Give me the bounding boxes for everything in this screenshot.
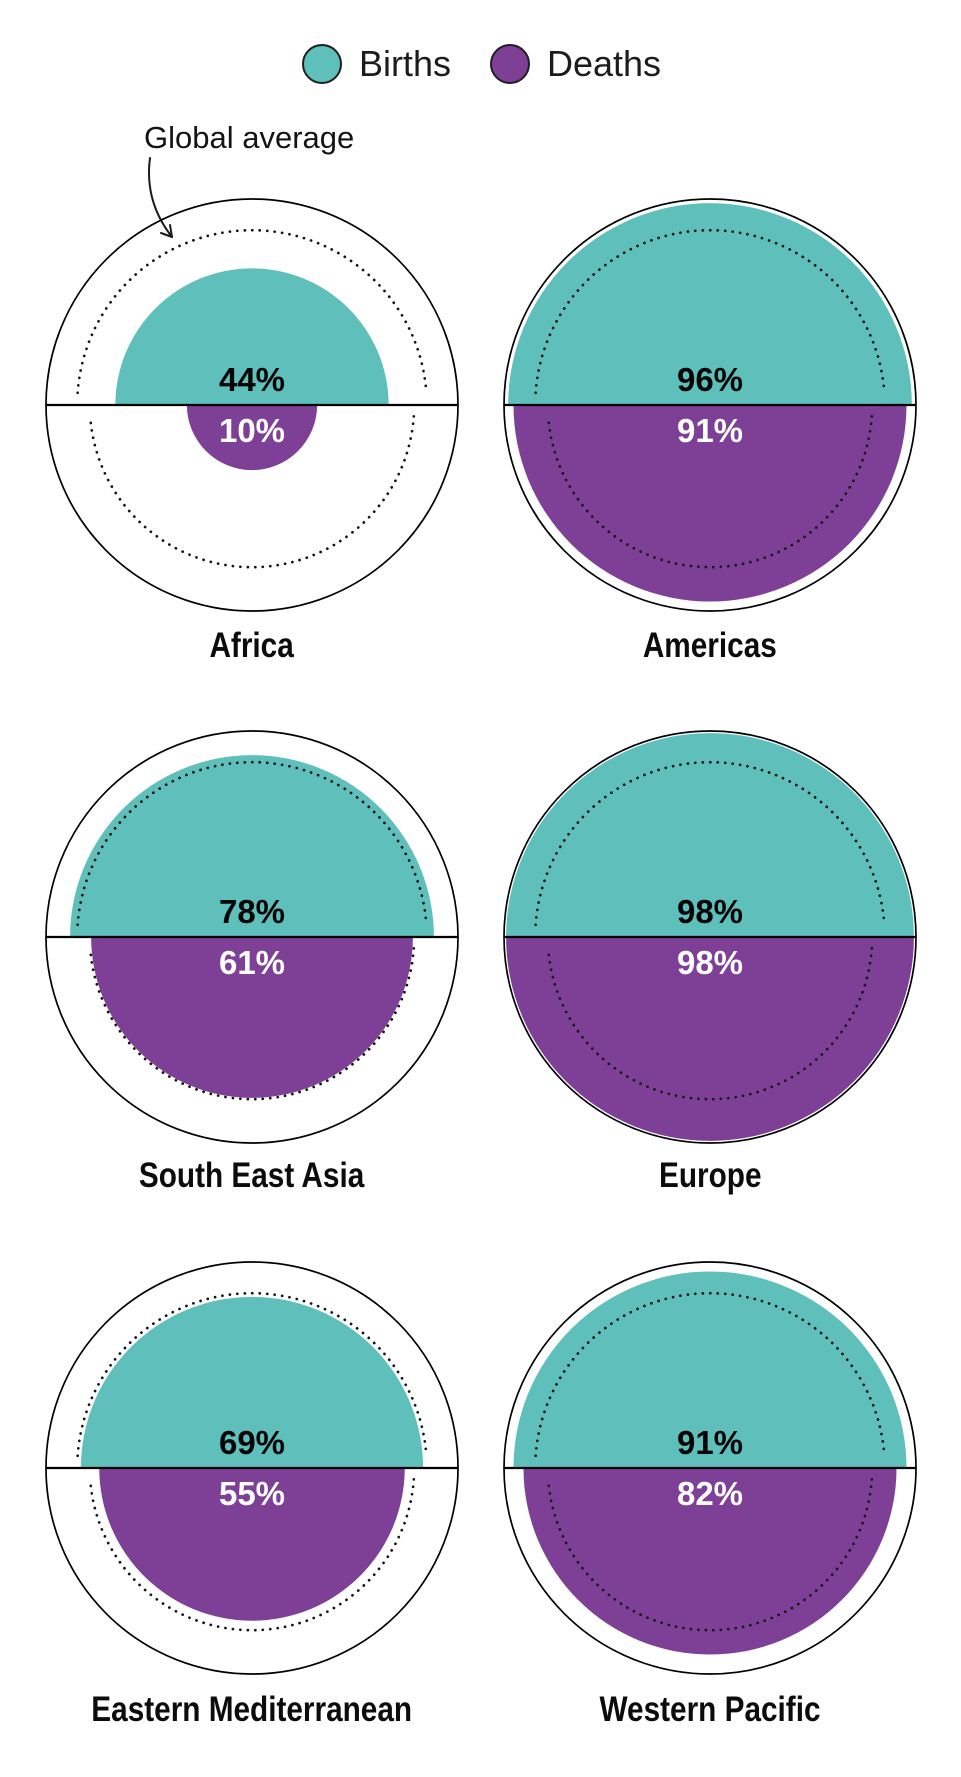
births-half-disc [80, 1296, 424, 1468]
deaths-value: 61% [219, 944, 285, 981]
region-chart-western-pacific: 91% 82% [498, 1256, 922, 1680]
legend-label-births: Births [358, 43, 451, 84]
region-chart-svg: 69% 55% [45, 1261, 459, 1675]
global-average-births-arc [534, 228, 886, 395]
region-chart-svg: 78% 61% [45, 730, 459, 1144]
region-label-eastern-mediterranean: Eastern Mediterranean [91, 1690, 413, 1729]
legend-item-births: Births [300, 42, 451, 86]
deaths-value: 55% [219, 1475, 285, 1512]
births-value: 44% [219, 361, 285, 398]
births-half-disc [513, 1271, 907, 1468]
region-label-americas: Americas [643, 626, 777, 665]
region-chart-svg: 96% 91% [503, 198, 917, 612]
births-value: 69% [219, 1424, 285, 1461]
region-chart-south-east-asia: 78% 61% [40, 725, 464, 1149]
outer-circle [503, 198, 917, 612]
births-swatch-circle [301, 44, 342, 84]
legend: Births Deaths [0, 42, 961, 86]
outer-circle [45, 198, 459, 612]
deaths-value: 10% [219, 412, 285, 449]
deaths-value: 98% [677, 944, 743, 981]
global-average-births-arc [76, 228, 428, 395]
deaths-half-disc [186, 405, 318, 471]
births-value: 96% [677, 361, 743, 398]
global-average-annotation: Global average [144, 120, 355, 155]
births-half-disc [115, 268, 389, 405]
region-label-western-pacific: Western Pacific [599, 1690, 821, 1729]
global-average-births-arc [534, 760, 886, 927]
global-average-deaths-arc [88, 946, 416, 1101]
outer-circle [45, 1261, 459, 1675]
global-average-births-arc [534, 1291, 886, 1458]
births-value: 78% [219, 893, 285, 930]
region-chart-svg: 98% 98% [503, 730, 917, 1144]
global-average-deaths-arc [546, 1477, 874, 1632]
outer-circle [503, 730, 917, 1144]
births-value: 91% [677, 1424, 743, 1461]
region-label-europe: Europe [658, 1156, 762, 1195]
global-average-deaths-arc [88, 414, 416, 569]
legend-label-deaths: Deaths [546, 43, 662, 84]
outer-circle [45, 730, 459, 1144]
deaths-half-disc [99, 1468, 405, 1621]
deaths-half-disc [91, 937, 413, 1098]
deaths-half-disc [523, 1468, 897, 1655]
births-half-disc [70, 755, 434, 937]
region-chart-eastern-mediterranean: 69% 55% [40, 1256, 464, 1680]
region-label-south-east-asia: South East Asia [139, 1156, 365, 1195]
region-label-africa: Africa [209, 626, 295, 665]
deaths-value: 91% [677, 412, 743, 449]
region-chart-americas: 96% 91% [498, 193, 922, 617]
region-chart-europe: 98% 98% [498, 725, 922, 1149]
global-average-births-arc [76, 760, 428, 927]
global-average-deaths-arc [88, 1477, 416, 1632]
global-average-deaths-arc [546, 414, 874, 569]
deaths-swatch-circle [489, 44, 530, 84]
outer-circle [503, 1261, 917, 1675]
global-average-deaths-arc [546, 946, 874, 1101]
deaths-value: 82% [677, 1475, 743, 1512]
deaths-half-disc [506, 937, 914, 1141]
births-value: 98% [677, 893, 743, 930]
global-average-births-arc [76, 1291, 428, 1458]
legend-item-deaths: Deaths [488, 42, 661, 86]
births-half-disc [506, 733, 914, 937]
births-half-disc [508, 203, 912, 405]
deaths-swatch-icon [489, 44, 530, 84]
births-swatch-icon [301, 44, 342, 84]
region-chart-svg: 91% 82% [503, 1261, 917, 1675]
region-chart-svg: 44% 10% [45, 198, 459, 612]
global-average-arrow-icon [148, 157, 173, 238]
deaths-half-disc [513, 405, 907, 602]
region-chart-africa: 44% 10% [40, 193, 464, 617]
